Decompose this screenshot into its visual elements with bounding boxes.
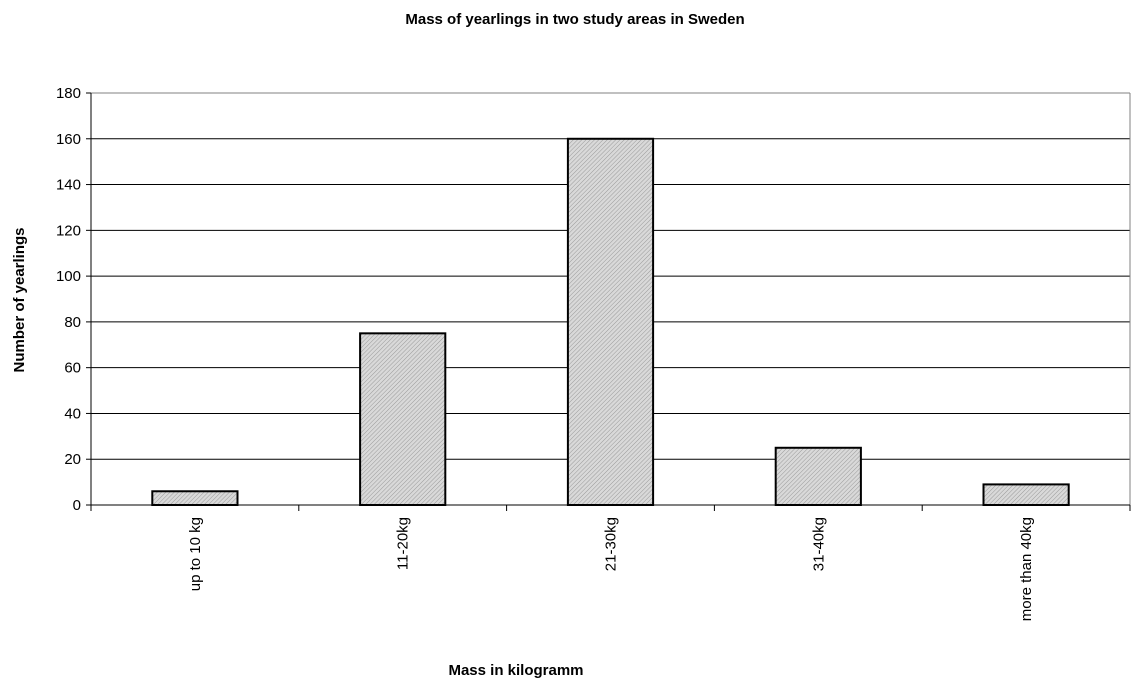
bar-4 xyxy=(774,446,862,506)
y-tick-label: 100 xyxy=(56,268,81,285)
y-tick-label: 60 xyxy=(64,360,81,377)
x-tick-label: up to 10 kg xyxy=(187,517,204,591)
x-tick-label: more than 40kg xyxy=(1018,517,1035,621)
bar-2 xyxy=(359,332,447,507)
bar-5 xyxy=(982,483,1070,506)
x-axis-label: Mass in kilogramm xyxy=(448,662,583,679)
x-tick-label: 31-40kg xyxy=(810,517,827,571)
y-tick-label: 120 xyxy=(56,222,81,239)
bar-1 xyxy=(151,490,239,506)
y-axis-label: Number of yearlings xyxy=(11,227,28,372)
y-tick-label: 0 xyxy=(73,497,81,514)
y-tick-label: 80 xyxy=(64,314,81,331)
y-tick-labels: 0 20 40 60 80 100 120 140 160 180 xyxy=(56,85,81,514)
y-tick-label: 160 xyxy=(56,131,81,148)
y-tick-label: 140 xyxy=(56,177,81,194)
x-tick-labels: up to 10 kg 11-20kg 21-30kg 31-40kg more tha… xyxy=(187,517,1035,621)
y-tick-label: 20 xyxy=(64,451,81,468)
x-tick-label: 11-20kg xyxy=(395,517,412,570)
chart-title: Mass of yearlings in two study areas in … xyxy=(405,11,744,28)
bar-3 xyxy=(566,137,655,506)
y-tick-label: 40 xyxy=(64,405,81,422)
y-tick-label: 180 xyxy=(56,85,81,102)
x-tick-label: 21-30kg xyxy=(603,517,620,571)
axes xyxy=(86,92,1131,511)
bars xyxy=(151,137,1070,507)
